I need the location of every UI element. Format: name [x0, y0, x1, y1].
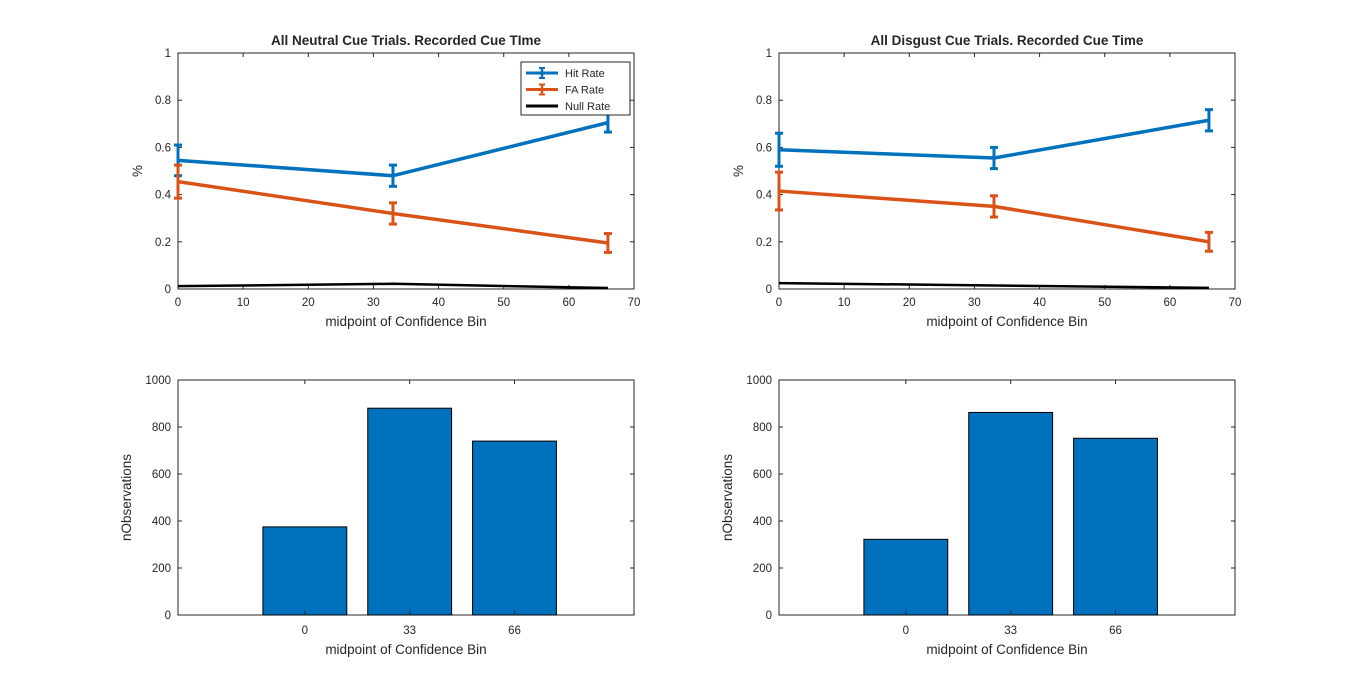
x-tick-label: 0: [302, 625, 308, 637]
y-tick-label: 0: [165, 610, 171, 622]
y-tick-label: 0.6: [155, 142, 171, 154]
y-tick-label: 1: [165, 48, 171, 60]
y-tick-label: 0: [766, 284, 772, 296]
x-tick-label: 60: [562, 297, 575, 309]
y-tick-label: 0.6: [756, 142, 772, 154]
y-tick-label: 400: [152, 516, 171, 528]
x-tick-label: 50: [1098, 297, 1111, 309]
x-tick-label: 20: [302, 297, 315, 309]
x-tick-label: 0: [776, 297, 782, 309]
series-1: [775, 108, 1213, 171]
y-tick-label: 0.2: [756, 237, 772, 249]
x-tick-label: 33: [1004, 625, 1017, 637]
x-axis-label: midpoint of Confidence Bin: [325, 314, 486, 329]
x-tick-label: 70: [1229, 297, 1242, 309]
x-tick-label: 33: [403, 625, 416, 637]
bar-chart-3: 0 33 66 0 200 400 600 800 1000 midpoint of Confid…: [119, 375, 635, 657]
y-tick-label: 600: [152, 469, 171, 481]
line-chart-1: 0 10 20 30 40 50 60 70 0 0.2 0.4 0.6 0.8 1 All Neutral…: [130, 33, 640, 329]
y-tick-label: 400: [753, 516, 772, 528]
x-axis-label: midpoint of Confidence Bin: [926, 642, 1087, 657]
x-tick-label: 60: [1163, 297, 1176, 309]
bar-chart-4: 0 33 66 0 200 400 600 800 1000 midpoint of Confid…: [720, 375, 1236, 657]
bar: [367, 407, 453, 616]
legend-label: FA Rate: [565, 85, 604, 97]
y-tick-label: 200: [753, 563, 772, 575]
y-tick-label: 0.4: [756, 190, 773, 202]
y-tick-label: 0: [766, 610, 772, 622]
x-tick-label: 30: [968, 297, 981, 309]
x-tick-label: 66: [1109, 625, 1122, 637]
y-tick-label: 0.4: [155, 190, 172, 202]
x-tick-label: 70: [628, 297, 641, 309]
y-axis-label: nObservations: [720, 454, 735, 541]
y-tick-label: 800: [753, 422, 772, 434]
bar: [262, 526, 348, 616]
y-tick-label: 1: [766, 48, 772, 60]
chart-title: All Neutral Cue Trials. Recorded Cue TIm…: [271, 33, 542, 48]
y-tick-label: 0: [165, 284, 171, 296]
y-tick-label: 600: [753, 469, 772, 481]
series-line: [778, 281, 1209, 290]
series-3: [778, 281, 1209, 290]
x-tick-label: 30: [367, 297, 380, 309]
x-axis-label: midpoint of Confidence Bin: [325, 642, 486, 657]
bar: [968, 411, 1054, 616]
y-tick-label: 0.2: [155, 237, 171, 249]
series-line: [177, 282, 608, 290]
y-tick-label: 0.8: [756, 95, 772, 107]
y-axis-label: %: [130, 165, 145, 177]
bar: [1073, 437, 1158, 616]
series-2: [775, 170, 1213, 253]
series-3: [177, 282, 608, 290]
x-tick-label: 40: [1033, 297, 1046, 309]
y-tick-label: 1000: [145, 375, 171, 387]
x-tick-label: 10: [237, 297, 250, 309]
chart-title: All Disgust Cue Trials. Recorded Cue Tim…: [871, 33, 1144, 48]
bar: [472, 440, 557, 616]
x-tick-label: 50: [497, 297, 510, 309]
axes-box: [778, 52, 1236, 290]
x-tick-label: 20: [903, 297, 916, 309]
x-axis-label: midpoint of Confidence Bin: [926, 314, 1087, 329]
line-chart-2: 0 10 20 30 40 50 60 70 0 0.2 0.4 0.6 0.8 1 All Disgust…: [731, 33, 1241, 329]
y-axis-label: nObservations: [119, 454, 134, 541]
y-tick-label: 200: [152, 563, 171, 575]
y-tick-label: 800: [152, 422, 171, 434]
x-tick-label: 66: [508, 625, 521, 637]
x-tick-label: 10: [838, 297, 851, 309]
y-axis-label: %: [731, 165, 746, 177]
legend-label: Hit Rate: [565, 68, 605, 80]
bar: [863, 538, 949, 616]
series-2: [174, 163, 612, 254]
legend-label: Null Rate: [565, 101, 610, 113]
x-tick-label: 0: [903, 625, 909, 637]
legend: Hit Rate FA Rate Null Rate: [520, 61, 631, 116]
y-tick-label: 1000: [746, 375, 772, 387]
y-tick-label: 0.8: [155, 95, 171, 107]
x-tick-label: 40: [432, 297, 445, 309]
x-tick-label: 0: [175, 297, 181, 309]
